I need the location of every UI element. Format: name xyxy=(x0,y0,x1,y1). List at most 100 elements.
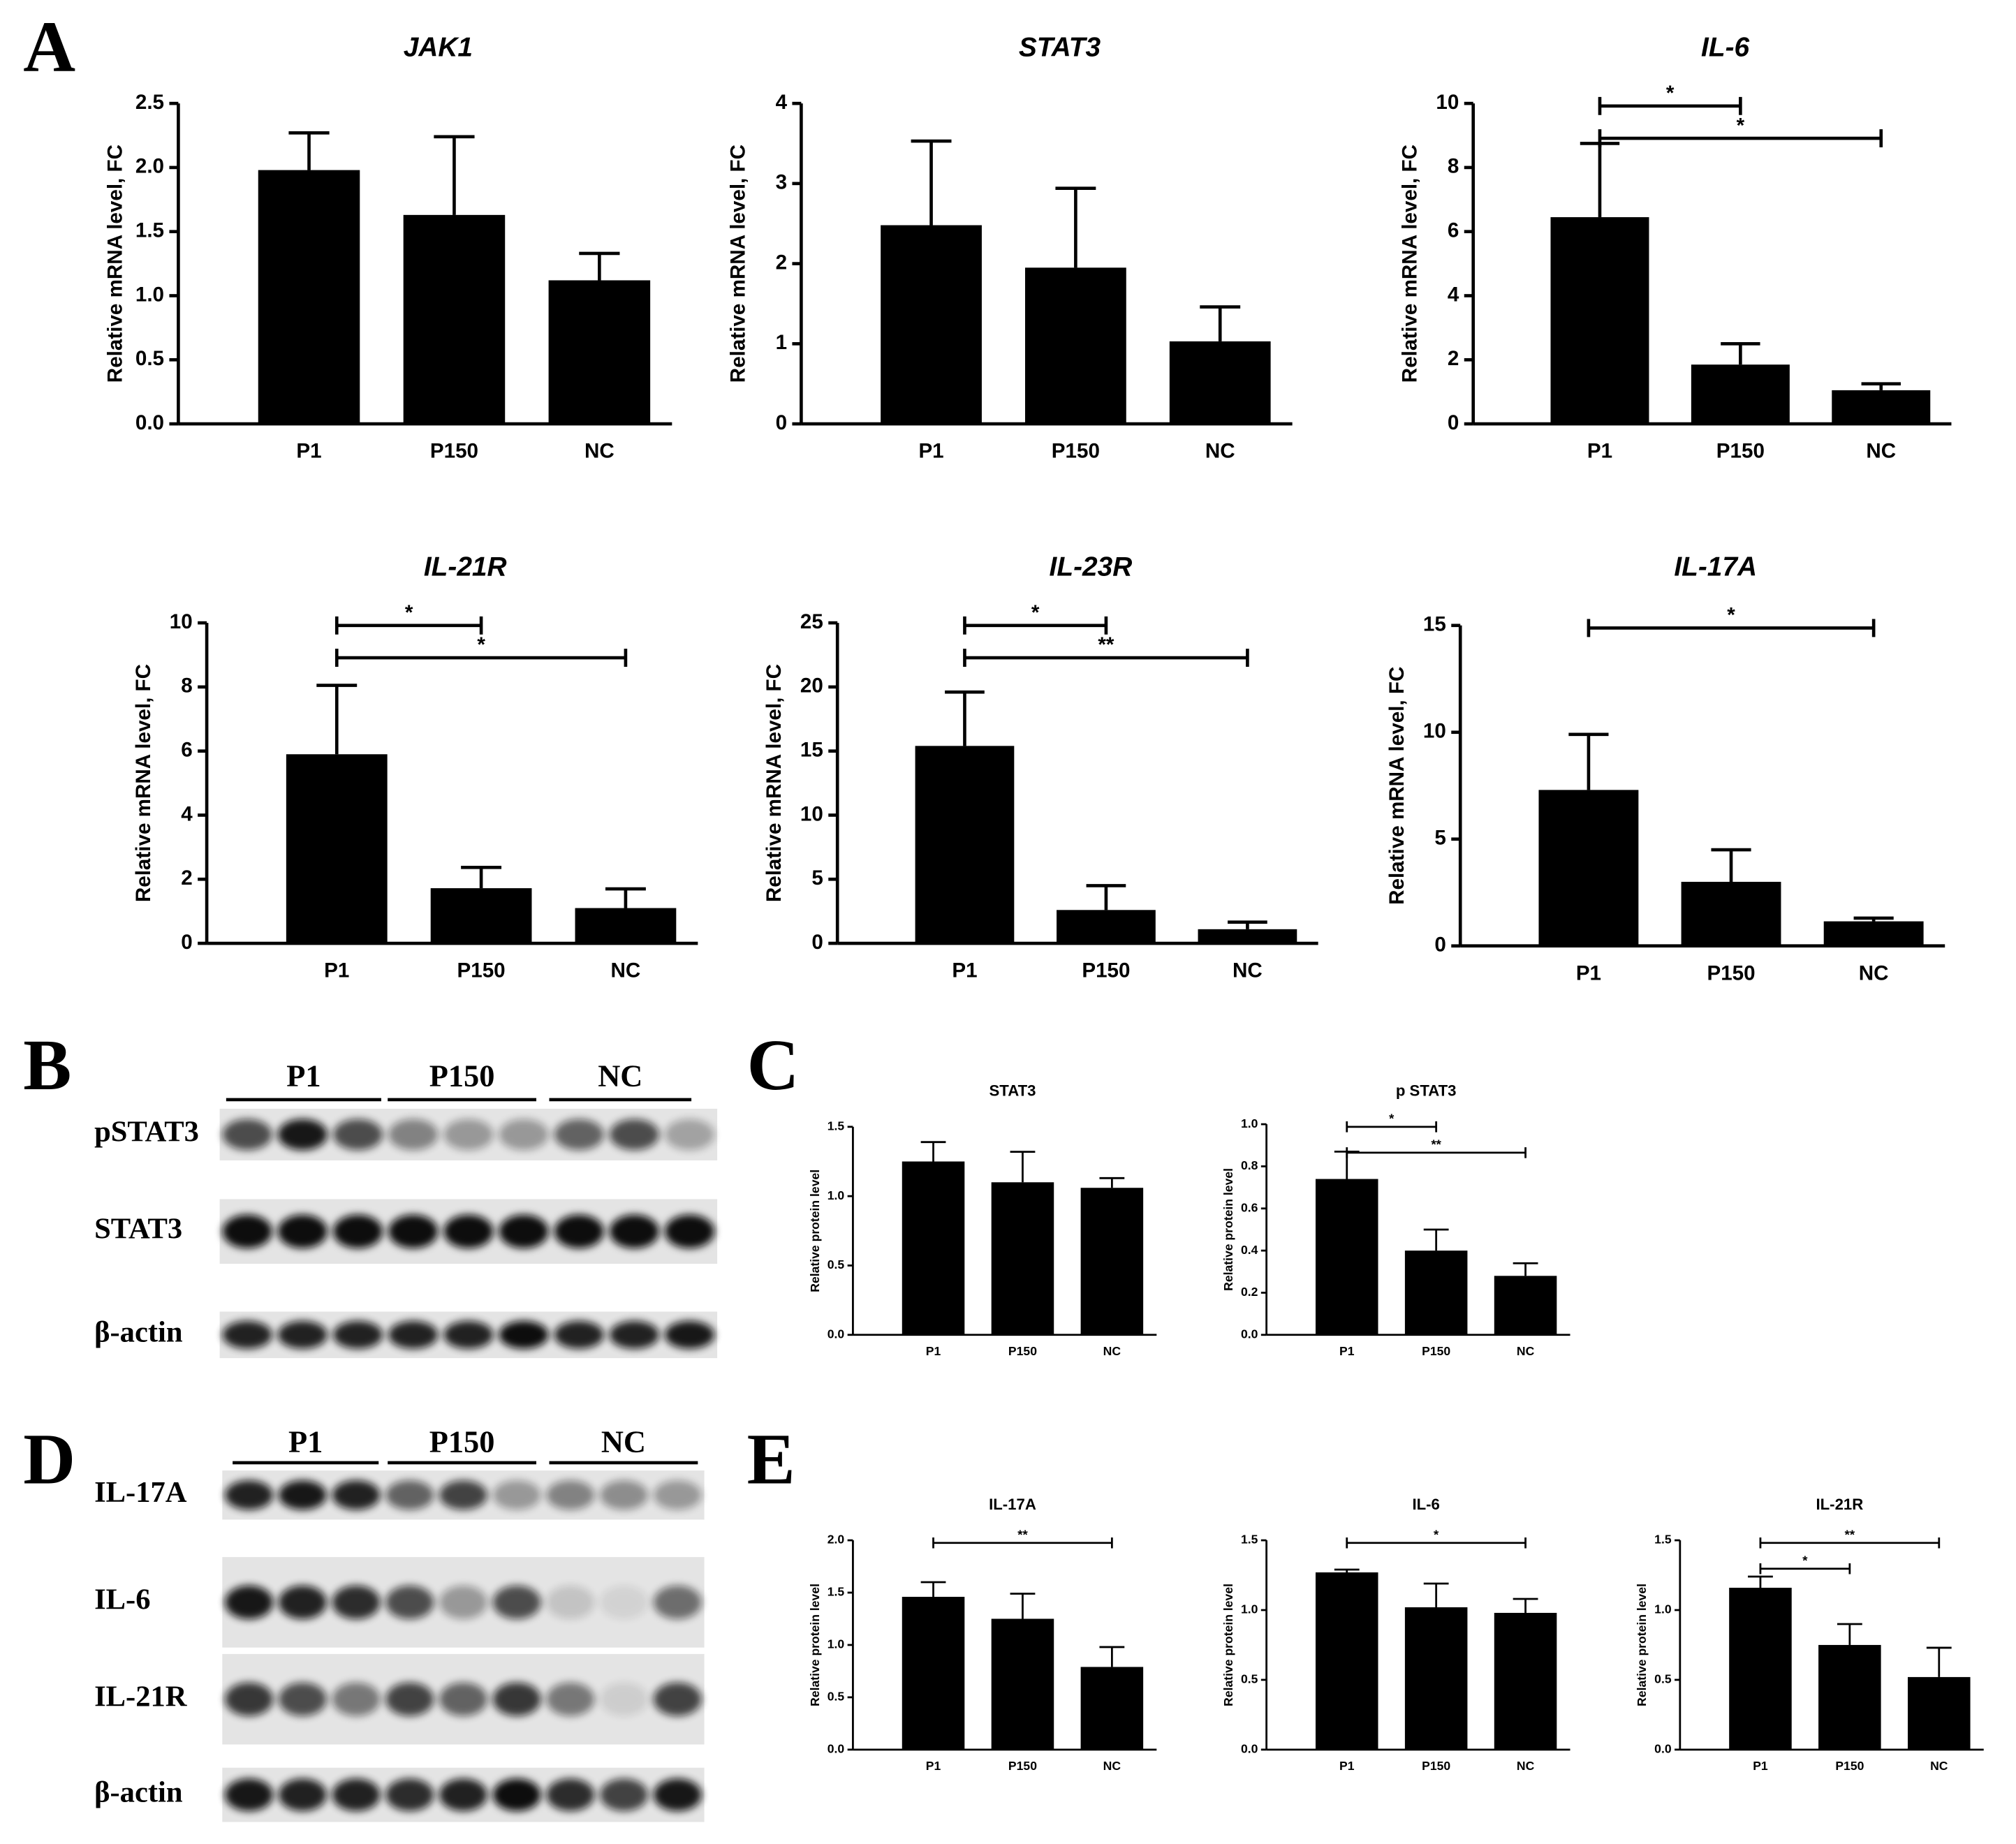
y-axis-label: Relative protein level xyxy=(1221,1168,1235,1291)
blot-band xyxy=(385,1480,434,1510)
y-tick-label: 0.2 xyxy=(1241,1285,1258,1299)
significance-label: * xyxy=(1389,1112,1395,1126)
blot-band xyxy=(499,1119,549,1151)
y-tick-label: 0 xyxy=(181,931,192,954)
x-tick-label: P1 xyxy=(926,1759,941,1773)
bar xyxy=(403,214,506,425)
y-axis-label: Relative mRNA level, FC xyxy=(726,145,749,383)
y-tick-label: 6 xyxy=(1448,219,1459,242)
blot-band xyxy=(222,1214,272,1248)
blot-band xyxy=(388,1214,439,1248)
y-tick-label: 10 xyxy=(800,802,823,825)
y-tick-label: 20 xyxy=(800,674,823,698)
significance-bracket xyxy=(963,616,1108,635)
x-tick-label: P1 xyxy=(952,959,977,982)
significance-bracket xyxy=(1346,1147,1526,1158)
significance-label: * xyxy=(1434,1528,1439,1542)
chart-title: IL-21R xyxy=(1816,1496,1863,1513)
significance-label: * xyxy=(1802,1554,1808,1568)
bar xyxy=(1080,1667,1144,1750)
y-axis-label: Relative mRNA level, FC xyxy=(1385,667,1408,905)
x-tick-label: P1 xyxy=(324,959,349,982)
y-tick-label: 0.5 xyxy=(1241,1672,1258,1686)
x-tick-label: P150 xyxy=(1707,961,1755,984)
y-tick-label: 1.5 xyxy=(1241,1533,1258,1547)
chart-title: STAT3 xyxy=(1019,33,1101,63)
blot-row-label: β-actin xyxy=(94,1776,183,1808)
lane-group-label: P150 xyxy=(429,1424,495,1459)
blot-band xyxy=(546,1585,595,1619)
significance-label: * xyxy=(1666,82,1675,105)
bar xyxy=(1832,390,1931,425)
significance-bracket xyxy=(932,1537,1113,1549)
blot-band xyxy=(278,1778,327,1811)
y-tick-label: 1.0 xyxy=(827,1188,845,1202)
blot-band xyxy=(609,1119,659,1151)
y-tick-label: 1.0 xyxy=(1654,1602,1672,1616)
blot-row-label: IL-17A xyxy=(94,1476,187,1509)
blot-band xyxy=(439,1682,487,1716)
chart-title: JAK1 xyxy=(404,33,473,63)
x-tick-label: P1 xyxy=(1339,1344,1355,1358)
blot-band xyxy=(600,1480,649,1510)
x-tick-label: NC xyxy=(611,959,641,982)
bar xyxy=(991,1182,1054,1335)
blot-band xyxy=(546,1480,595,1510)
y-axis-label: Relative mRNA level, FC xyxy=(1399,145,1422,383)
x-tick-label: P150 xyxy=(1082,959,1130,982)
blot-band xyxy=(225,1682,274,1716)
blot-band xyxy=(443,1119,494,1151)
panel-label: A xyxy=(23,8,75,87)
y-axis-label: Relative mRNA level, FC xyxy=(763,664,786,902)
y-tick-label: 1 xyxy=(776,331,787,354)
y-tick-label: 3 xyxy=(776,171,787,194)
blot-band xyxy=(332,1480,381,1510)
bar xyxy=(1681,881,1781,946)
y-tick-label: 10 xyxy=(1436,91,1459,114)
blot-band xyxy=(278,1480,327,1510)
y-tick-label: 0.8 xyxy=(1241,1158,1258,1172)
y-tick-label: 5 xyxy=(811,866,823,890)
blot-band xyxy=(277,1214,328,1248)
blot-band xyxy=(664,1320,715,1349)
blot-band xyxy=(332,1778,381,1811)
blot-band xyxy=(492,1585,541,1619)
y-tick-label: 0.6 xyxy=(1241,1200,1258,1214)
y-tick-label: 4 xyxy=(776,91,788,114)
chart-title: IL-17A xyxy=(1674,552,1757,582)
y-tick-label: 2 xyxy=(776,251,787,274)
bar xyxy=(915,746,1015,944)
blot-band xyxy=(653,1778,702,1811)
significance-label: * xyxy=(1031,601,1040,624)
bar xyxy=(430,888,532,944)
x-tick-label: P1 xyxy=(918,440,943,463)
bar xyxy=(1729,1587,1792,1750)
blot-band xyxy=(609,1320,659,1349)
significance-label: * xyxy=(405,601,413,624)
x-tick-label: NC xyxy=(1859,961,1889,984)
x-tick-label: P150 xyxy=(1422,1344,1450,1358)
x-tick-label: P150 xyxy=(1008,1344,1037,1358)
y-tick-label: 0.0 xyxy=(827,1327,845,1341)
y-tick-label: 1.5 xyxy=(827,1585,845,1599)
y-axis-label: Relative protein level xyxy=(1221,1584,1235,1706)
x-tick-label: NC xyxy=(1103,1759,1121,1773)
significance-bracket xyxy=(334,649,628,667)
y-tick-label: 0.0 xyxy=(1654,1741,1672,1755)
y-axis-label: Relative protein level xyxy=(1635,1584,1649,1706)
y-tick-label: 0.5 xyxy=(827,1690,845,1704)
y-tick-label: 2 xyxy=(181,866,192,890)
blot-band xyxy=(439,1585,487,1619)
y-tick-label: 0.5 xyxy=(135,347,164,370)
y-tick-label: 0.5 xyxy=(1654,1672,1672,1686)
y-tick-label: 8 xyxy=(1448,155,1459,178)
blot-band xyxy=(225,1480,274,1510)
blot-band xyxy=(332,1214,383,1248)
significance-label: ** xyxy=(1431,1137,1441,1152)
bar xyxy=(548,280,651,425)
x-tick-label: NC xyxy=(1205,440,1235,463)
y-axis-label: Relative mRNA level, FC xyxy=(103,145,126,383)
chart-title: IL-21R xyxy=(424,552,507,582)
y-tick-label: 15 xyxy=(1423,613,1446,636)
